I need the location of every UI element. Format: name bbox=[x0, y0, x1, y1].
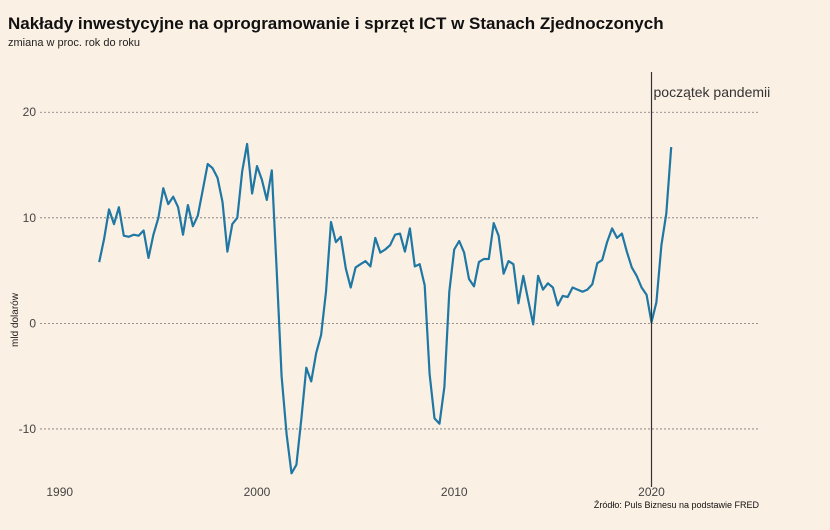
y-tick-label: 20 bbox=[23, 105, 37, 119]
x-tick-label: 2000 bbox=[244, 485, 271, 499]
x-axis-ticks: 1990 2000 2010 2020 bbox=[46, 485, 665, 499]
y-axis-ticks: -10 0 10 20 bbox=[19, 105, 37, 436]
source-note: Źródło: Puls Biznesu na podstawie FRED bbox=[593, 500, 759, 510]
pandemic-annotation-label: początek pandemii bbox=[654, 84, 771, 100]
series-group bbox=[98, 142, 673, 475]
chart-subtitle: zmiana w proc. rok do roku bbox=[8, 37, 141, 49]
x-tick-label: 1990 bbox=[46, 485, 73, 499]
series-line-0 bbox=[98, 142, 673, 475]
x-tick-label: 2010 bbox=[441, 485, 468, 499]
gridlines bbox=[40, 111, 760, 430]
chart-title: Nakłady inwestycyjne na oprogramowanie i… bbox=[8, 14, 664, 33]
y-tick-label: -10 bbox=[19, 422, 37, 436]
y-tick-label: 10 bbox=[23, 211, 37, 225]
y-tick-label: 0 bbox=[29, 316, 36, 330]
x-tick-label: 2020 bbox=[638, 485, 665, 499]
y-axis-label: mld dolarów bbox=[10, 292, 21, 347]
annotation: początek pandemii bbox=[650, 72, 771, 487]
